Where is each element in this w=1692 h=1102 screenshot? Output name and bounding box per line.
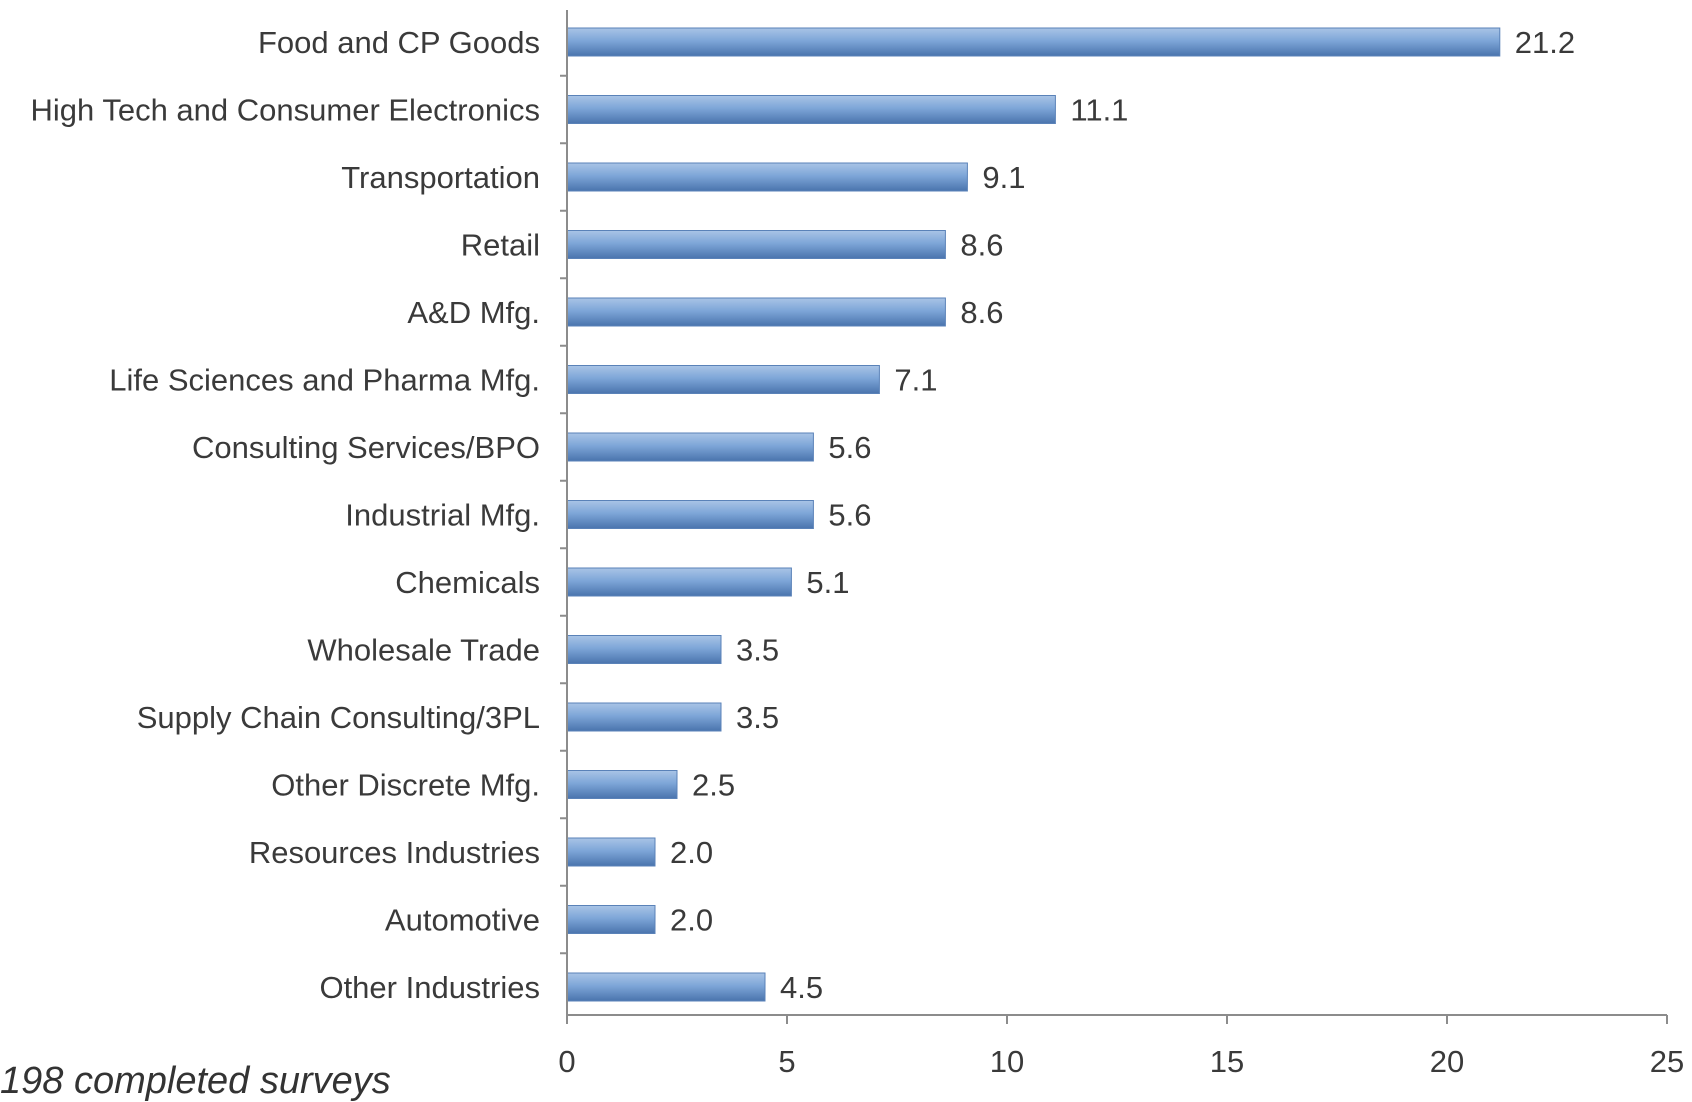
bar-2 [566,162,968,192]
x-tick-label: 25 [1650,1044,1684,1079]
category-label: Food and CP Goods [258,25,540,60]
category-label: A&D Mfg. [407,295,540,330]
value-label: 7.1 [894,363,937,398]
value-label: 2.0 [670,903,713,938]
bar-6 [566,432,814,462]
footnote: 198 completed surveys [0,1060,391,1102]
category-label: Consulting Services/BPO [192,430,540,465]
value-label: 2.0 [670,835,713,870]
labels-group: Food and CP Goods 21.2 High Tech and Consu… [31,25,1576,1005]
x-tick-label: 10 [990,1044,1024,1079]
bar-11 [566,770,678,799]
x-tick-label: 15 [1210,1044,1244,1079]
category-label: Transportation [341,160,540,195]
value-label: 11.1 [1070,93,1128,128]
bar-3 [566,230,946,259]
x-tick-label: 0 [558,1044,575,1079]
value-label: 4.5 [780,970,823,1005]
value-label: 5.6 [828,430,871,465]
bar-1 [566,95,1056,124]
value-label: 5.1 [806,565,849,600]
axes-group: 0 5 10 15 20 25 [558,10,1684,1079]
bar-10 [566,702,722,732]
value-label: 21.2 [1515,25,1575,60]
bar-8 [566,567,792,597]
category-label: Industrial Mfg. [345,498,540,533]
value-label: 8.6 [960,228,1003,263]
value-label: 9.1 [982,160,1025,195]
bar-12 [566,837,656,867]
category-label: High Tech and Consumer Electronics [31,93,540,128]
bar-9 [566,635,722,664]
category-label: Wholesale Trade [307,633,540,668]
bar-14 [566,972,766,1002]
category-label: Life Sciences and Pharma Mfg. [109,363,540,398]
bar-4 [566,297,946,327]
category-label: Supply Chain Consulting/3PL [137,700,540,735]
value-label: 2.5 [692,768,735,803]
category-label: Other Industries [319,970,540,1005]
bar-13 [566,905,656,934]
bar-7 [566,500,814,529]
value-label: 5.6 [828,498,871,533]
bars-group [566,27,1501,1002]
x-tick-label: 20 [1430,1044,1464,1079]
x-tick-label: 5 [778,1044,795,1079]
bar-0 [566,27,1501,57]
value-label: 3.5 [736,633,779,668]
category-label: Resources Industries [249,835,540,870]
category-label: Other Discrete Mfg. [271,768,540,803]
value-label: 8.6 [960,295,1003,330]
bar-5 [566,365,880,394]
value-label: 3.5 [736,700,779,735]
category-label: Chemicals [395,565,540,600]
category-label: Automotive [385,903,540,938]
category-label: Retail [461,228,540,263]
